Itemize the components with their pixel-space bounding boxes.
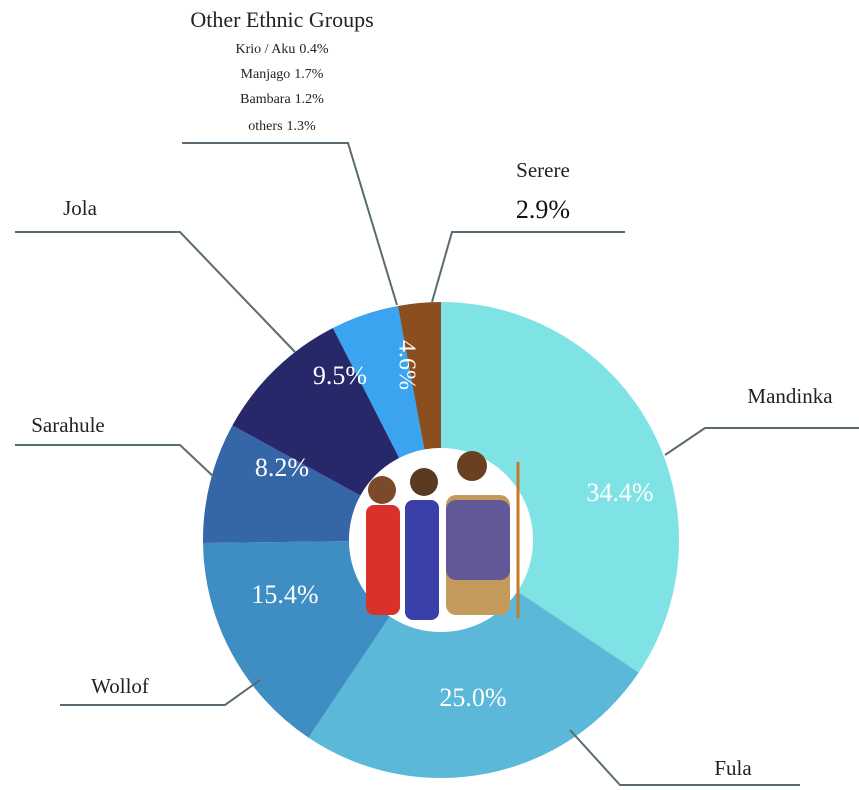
leader-line	[15, 231, 296, 353]
donut-segment	[308, 591, 639, 779]
other-group-value: 1.2%	[295, 92, 325, 107]
category-label: Serere	[516, 158, 570, 182]
other-group-name: Krio / Aku	[235, 42, 295, 57]
other-group-value: 1.3%	[287, 119, 317, 134]
data-label: 34.4%	[586, 478, 653, 507]
leader-line	[431, 231, 625, 303]
donut-segment	[203, 541, 390, 738]
other-group-detail: others 1.3%	[248, 119, 316, 134]
other-group-value: 0.4%	[299, 42, 329, 57]
data-label: 8.2%	[255, 453, 309, 482]
leader-line	[569, 729, 800, 786]
donut-segment	[397, 302, 441, 450]
donut-segment	[232, 327, 400, 496]
leader-line	[60, 679, 261, 706]
donut-segment	[203, 425, 361, 543]
data-label: 4.6%	[393, 340, 419, 390]
data-label: 15.4%	[251, 580, 318, 609]
data-label: 9.5%	[313, 361, 367, 390]
category-label: Sarahule	[31, 413, 104, 437]
other-group-detail: Bambara 1.2%	[240, 92, 324, 107]
data-label: 2.9%	[516, 195, 570, 224]
other-group-detail: Krio / Aku 0.4%	[235, 42, 328, 57]
leader-line	[15, 444, 216, 479]
other-group-value: 1.7%	[294, 67, 324, 82]
other-group-name: Bambara	[240, 92, 291, 107]
center-illustration	[366, 451, 520, 620]
donut-segment	[332, 305, 425, 459]
other-group-detail: Manjago 1.7%	[241, 67, 324, 82]
category-label: Mandinka	[747, 384, 833, 408]
other-group-name: others	[248, 119, 282, 134]
other-group-name: Manjago	[241, 67, 291, 82]
category-label: Jola	[63, 196, 98, 220]
donut-segment	[441, 302, 679, 673]
category-label: Other Ethnic Groups	[190, 7, 373, 32]
leader-line	[664, 427, 859, 456]
leader-line	[182, 142, 398, 306]
data-label: 25.0%	[439, 683, 506, 712]
category-label: Fula	[714, 756, 752, 780]
category-label: Wollof	[91, 674, 149, 698]
